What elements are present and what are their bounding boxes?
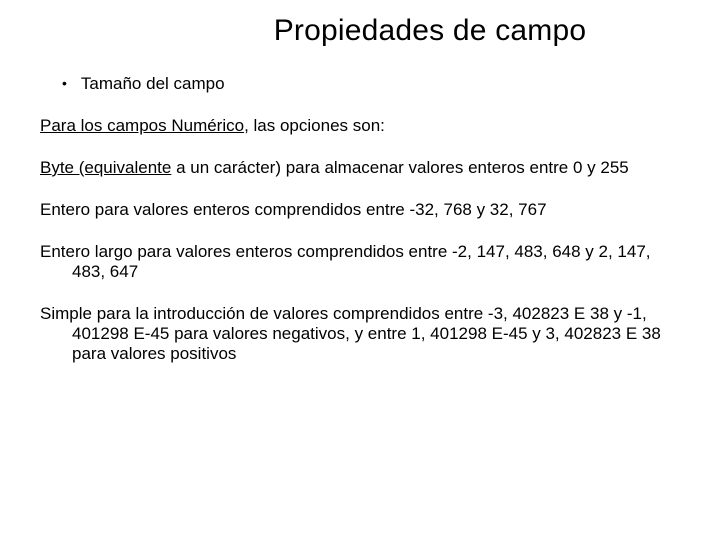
entero-largo-rest: para valores enteros comprendidos entre … [72, 242, 651, 281]
entero-largo-prefix: Entero largo [40, 242, 133, 261]
slide-title: Propiedades de campo [180, 14, 680, 48]
byte-rest: a un carácter) para almacenar valores en… [171, 158, 628, 177]
entero-largo-paragraph: Entero largo para valores enteros compre… [40, 242, 680, 282]
simple-prefix: Simple [40, 304, 92, 323]
simple-paragraph: Simple para la introducción de valores c… [40, 304, 680, 364]
intro-underline: Para los campos Numérico [40, 116, 244, 135]
bullet-item: • Tamaño del campo [40, 74, 680, 94]
byte-underline: Byte (equivalente [40, 158, 171, 177]
bullet-text: Tamaño del campo [81, 74, 225, 94]
slide: Propiedades de campo • Tamaño del campo … [0, 0, 720, 540]
simple-rest: para la introducción de valores comprend… [72, 304, 661, 363]
byte-paragraph: Byte (equivalente a un carácter) para al… [40, 158, 680, 178]
intro-paragraph: Para los campos Numérico, las opciones s… [40, 116, 680, 136]
intro-rest: , las opciones son: [244, 116, 385, 135]
bullet-marker: • [62, 74, 67, 93]
entero-paragraph: Entero para valores enteros comprendidos… [40, 200, 680, 220]
